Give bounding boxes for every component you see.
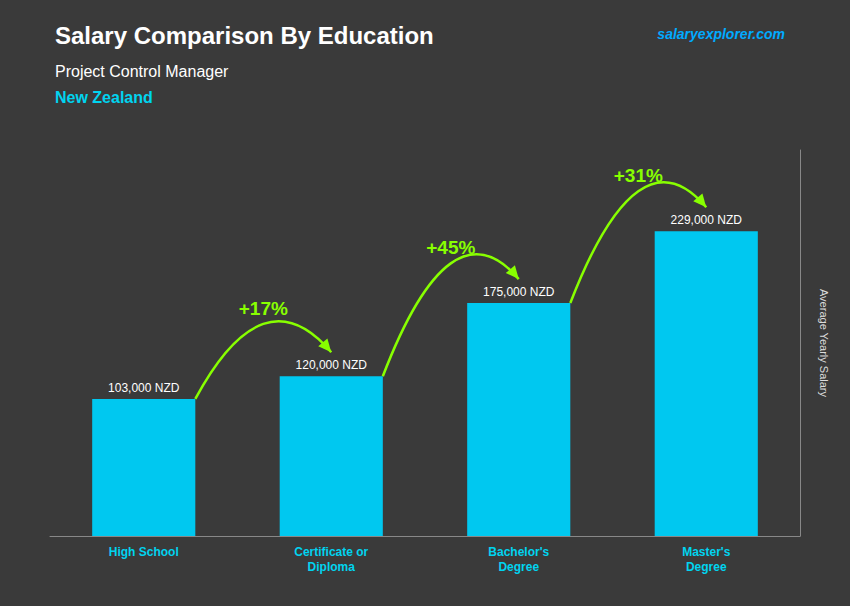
svg-text:175,000 NZD: 175,000 NZD [483,285,555,299]
svg-text:Certificate or: Certificate or [294,545,368,559]
svg-text:Project Control Manager: Project Control Manager [55,63,229,80]
svg-text:Diploma: Diploma [308,560,356,574]
svg-text:+17%: +17% [239,298,288,319]
svg-text:229,000 NZD: 229,000 NZD [671,213,743,227]
svg-text:Degree: Degree [498,560,539,574]
svg-text:New Zealand: New Zealand [55,89,153,106]
svg-text:120,000 NZD: 120,000 NZD [296,358,368,372]
svg-text:Master's: Master's [682,545,731,559]
svg-text:Degree: Degree [686,560,727,574]
svg-text:High School: High School [109,545,179,559]
svg-text:103,000 NZD: 103,000 NZD [108,381,180,395]
svg-text:Salary Comparison By Education: Salary Comparison By Education [55,22,434,49]
svg-text:salaryexplorer.com: salaryexplorer.com [657,26,785,42]
svg-text:+31%: +31% [614,165,663,186]
svg-text:Average Yearly Salary: Average Yearly Salary [818,289,830,398]
svg-text:Bachelor's: Bachelor's [488,545,549,559]
svg-text:+45%: +45% [426,237,475,258]
